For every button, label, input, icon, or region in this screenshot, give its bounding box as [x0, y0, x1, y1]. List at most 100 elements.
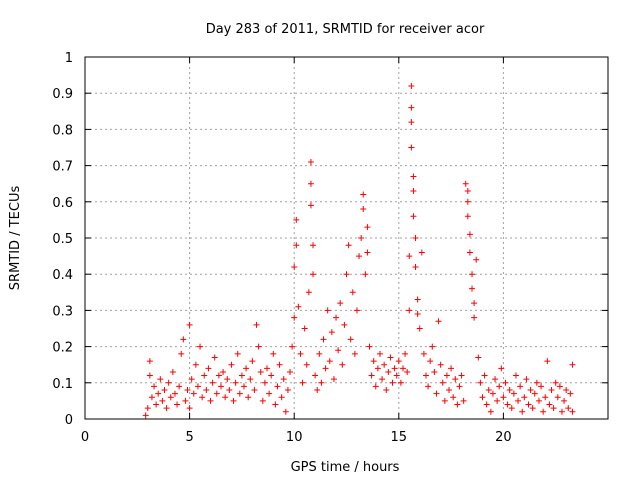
data-point — [418, 249, 425, 256]
data-point — [176, 383, 183, 390]
data-point — [356, 253, 363, 260]
data-point — [523, 376, 530, 383]
data-point — [393, 372, 400, 379]
data-point — [429, 343, 436, 350]
data-point — [284, 387, 291, 394]
data-point — [322, 365, 329, 372]
data-point — [360, 191, 367, 198]
data-point — [443, 372, 450, 379]
data-point — [307, 202, 314, 209]
data-point — [213, 390, 220, 397]
data-point — [381, 361, 388, 368]
data-point — [502, 379, 509, 386]
data-point — [320, 336, 327, 343]
data-point — [314, 387, 321, 394]
data-point — [372, 383, 379, 390]
data-point — [427, 358, 434, 365]
data-point — [178, 350, 185, 357]
data-point — [146, 358, 153, 365]
data-point — [364, 224, 371, 231]
data-point — [293, 242, 300, 249]
data-point — [527, 387, 534, 394]
data-point — [469, 285, 476, 292]
data-point — [437, 361, 444, 368]
data-point — [305, 289, 312, 296]
data-point — [280, 376, 287, 383]
data-point — [312, 372, 319, 379]
data-point — [525, 401, 532, 408]
data-point — [253, 321, 260, 328]
data-point — [328, 329, 335, 336]
data-point — [207, 397, 214, 404]
data-point — [494, 397, 501, 404]
data-point — [454, 401, 461, 408]
data-point — [180, 336, 187, 343]
data-point — [330, 376, 337, 383]
data-point — [496, 383, 503, 390]
data-point — [266, 390, 273, 397]
data-point — [341, 321, 348, 328]
y-tick-label: 1 — [65, 51, 73, 66]
data-point — [217, 383, 224, 390]
data-point — [567, 390, 574, 397]
data-point — [287, 368, 294, 375]
data-point — [289, 343, 296, 350]
data-point — [464, 198, 471, 205]
data-point — [182, 397, 189, 404]
data-point — [274, 383, 281, 390]
data-point — [458, 372, 465, 379]
data-point — [349, 289, 356, 296]
data-point — [410, 213, 417, 220]
data-point — [433, 390, 440, 397]
data-point — [249, 358, 256, 365]
x-tick-label: 10 — [286, 430, 303, 445]
data-point — [542, 394, 549, 401]
data-point — [197, 343, 204, 350]
data-point — [414, 311, 421, 318]
data-point — [404, 368, 411, 375]
data-point — [558, 408, 565, 415]
data-point — [209, 379, 216, 386]
data-point — [251, 387, 258, 394]
data-point — [307, 180, 314, 187]
data-point — [335, 347, 342, 354]
data-point — [257, 368, 264, 375]
data-point — [368, 372, 375, 379]
data-point — [199, 394, 206, 401]
data-point — [222, 394, 229, 401]
data-point — [420, 350, 427, 357]
y-tick-label: 0 — [65, 413, 73, 428]
data-point — [245, 394, 252, 401]
data-point — [399, 365, 406, 372]
data-point — [531, 390, 538, 397]
data-point — [521, 394, 528, 401]
data-point — [389, 379, 396, 386]
data-point — [452, 376, 459, 383]
data-point — [538, 383, 545, 390]
y-axis-label: SRMTID / TECUs — [8, 186, 23, 291]
data-point — [297, 350, 304, 357]
data-point — [410, 187, 417, 194]
data-point — [353, 307, 360, 314]
data-point — [475, 354, 482, 361]
data-point — [364, 249, 371, 256]
data-point — [276, 361, 283, 368]
data-point — [310, 271, 317, 278]
data-point — [291, 263, 298, 270]
y-tick-label: 0.2 — [52, 341, 73, 356]
data-point — [144, 405, 151, 412]
data-point — [347, 336, 354, 343]
data-point — [460, 397, 467, 404]
y-tick-label: 0.6 — [52, 196, 73, 211]
data-point — [174, 401, 181, 408]
data-point — [146, 372, 153, 379]
data-point — [487, 408, 494, 415]
data-point — [203, 387, 210, 394]
data-point — [236, 390, 243, 397]
data-point — [471, 300, 478, 307]
y-tick-label: 0.5 — [52, 232, 73, 247]
data-point — [278, 394, 285, 401]
y-axis: 0 0.1 0.2 0.3 0.4 0.5 0.6 0.7 0.8 0.9 1 — [52, 51, 608, 428]
data-point — [165, 379, 172, 386]
data-point — [255, 343, 262, 350]
